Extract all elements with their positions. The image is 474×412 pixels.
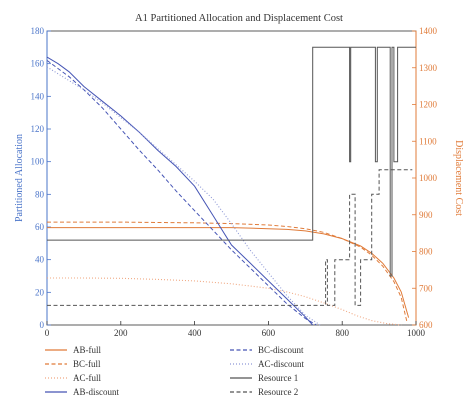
legend-label-resource-2: Resource 2 (258, 387, 298, 397)
y-right-tick-label: 1200 (419, 100, 438, 110)
y-left-tick-label: 20 (35, 287, 45, 297)
plot-area: 0 200 400 600 800 1000 0 20 40 60 80 100 120 140 160 18… (31, 26, 438, 338)
y-left-tick-label: 0 (40, 320, 45, 330)
y-left-tick-label: 180 (31, 26, 45, 36)
x-tick-label: 400 (188, 328, 202, 338)
y-left-tick-label: 60 (35, 222, 45, 232)
y-right-tick-label: 700 (419, 283, 433, 293)
y-axis-right-label: Displacement Cost (453, 140, 464, 216)
legend-label-bc-full: BC-full (73, 359, 101, 369)
series-ab-full (47, 227, 410, 318)
series-bc-discount (46, 59, 317, 326)
legend-label-ab-full: AB-full (73, 345, 101, 355)
y-left-tick-label: 100 (31, 157, 45, 167)
legend-label-ac-discount: AC-discount (258, 359, 304, 369)
legend-label-bc-discount: BC-discount (258, 345, 304, 355)
y-left-tick-label: 120 (31, 124, 45, 134)
legend-label-ab-discount: AB-discount (73, 387, 119, 397)
series-resource-1 (47, 46, 416, 277)
y-right-tick-label: 1400 (419, 26, 438, 36)
series-bc-full (47, 221, 408, 322)
x-tick-label: 1000 (407, 328, 426, 338)
y-right-tick-label: 1300 (419, 63, 438, 73)
y-right-tick-label: 600 (419, 320, 433, 330)
y-right-tick-label: 900 (419, 210, 433, 220)
x-tick-label: 0 (45, 328, 50, 338)
y-axis-left-label: Partitioned Allocation (14, 134, 25, 222)
x-tick-label: 600 (262, 328, 276, 338)
series-ac-full (47, 277, 402, 326)
chart-title: A1 Partitioned Allocation and Displaceme… (135, 13, 343, 24)
legend-label-ac-full: AC-full (73, 373, 101, 383)
y-left-tick-label: 160 (31, 59, 45, 69)
y-right-tick-label: 1000 (419, 173, 438, 183)
legend: AB-full BC-full AC-full AB-discount BC-disco… (45, 345, 304, 397)
y-right-tick-label: 800 (419, 247, 433, 257)
x-tick-label: 800 (335, 328, 349, 338)
y-left-tick-label: 140 (31, 91, 45, 101)
x-tick-label: 200 (114, 328, 128, 338)
legend-label-resource-1: Resource 1 (258, 373, 298, 383)
y-left-tick-label: 80 (35, 189, 45, 199)
y-right-tick-label: 1100 (419, 136, 437, 146)
series-ac-discount (46, 66, 321, 326)
series-ab-discount (46, 56, 314, 326)
series-resource-2 (47, 169, 413, 306)
y-left-tick-label: 40 (35, 255, 45, 265)
